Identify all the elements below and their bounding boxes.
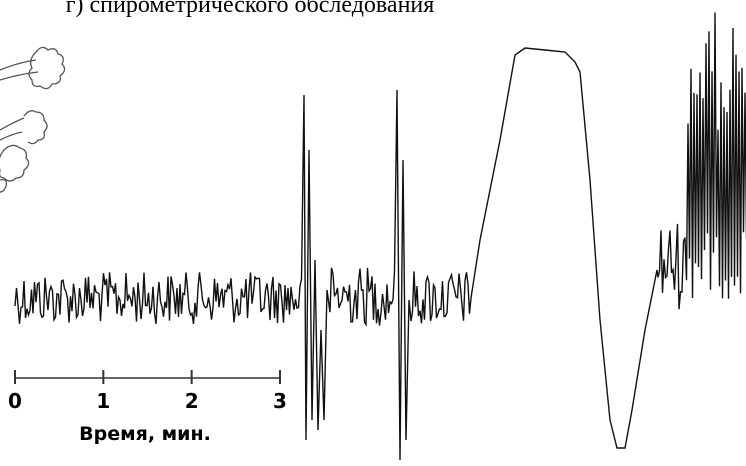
x-axis-label: Время, мин.	[79, 423, 211, 445]
x-tick-label: 0	[8, 389, 22, 413]
x-tick-label: 1	[96, 389, 110, 413]
x-tick-label: 3	[273, 389, 287, 413]
lung-illustration	[0, 46, 66, 193]
spirogram-trace	[14, 12, 746, 461]
x-tick-label: 2	[185, 389, 199, 413]
chart-title: г) спирометрического обследования	[66, 0, 435, 18]
